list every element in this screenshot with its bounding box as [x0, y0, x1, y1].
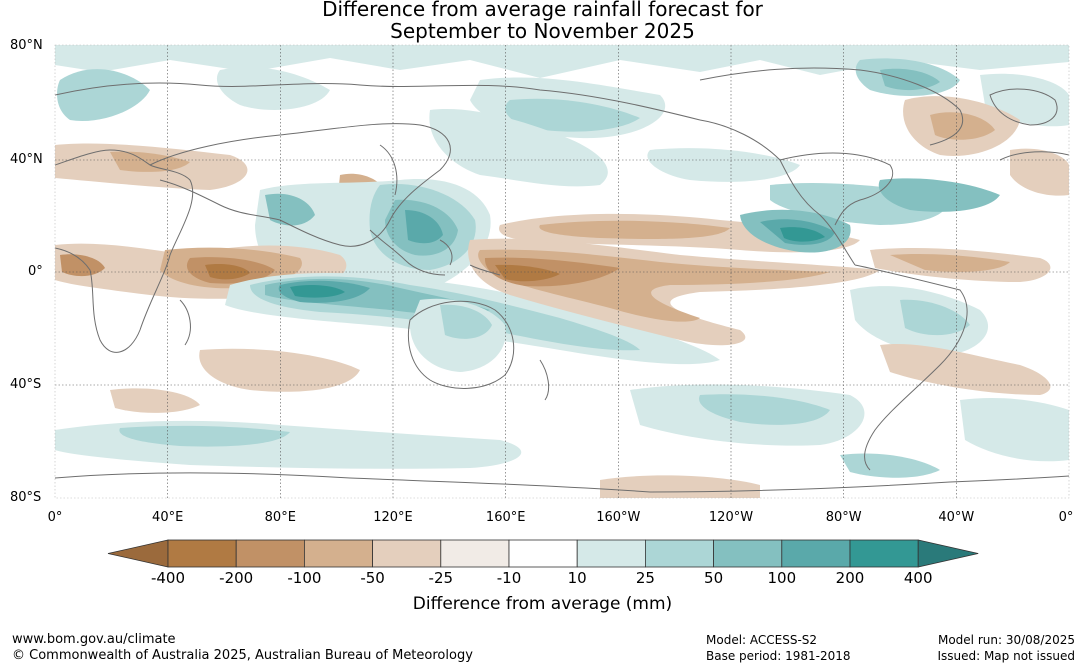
x-label-160w: 160°W — [596, 510, 641, 525]
map-area — [55, 45, 1069, 498]
colorbar-segment — [576, 539, 646, 568]
base-period: Base period: 1981-2018 — [706, 649, 851, 663]
colorbar-extend-high — [917, 539, 979, 568]
colorbar-tick-label: -25 — [428, 569, 454, 587]
south-america-atlantic — [850, 286, 1051, 395]
colorbar-tick-label: 200 — [835, 569, 865, 587]
map-frame — [54, 44, 1070, 499]
colorbar-segment — [235, 539, 305, 568]
colorbar-tick-label: 10 — [567, 569, 587, 587]
colorbar-segment — [713, 539, 783, 568]
map-title-line1: Difference from average rainfall forecas… — [322, 0, 763, 21]
colorbar-tick-label: -400 — [150, 569, 186, 587]
colorbar-tick-label: -200 — [219, 569, 254, 587]
y-label-40s: 40°S — [10, 377, 42, 392]
southern-dry-regions — [110, 348, 760, 498]
colorbar-tick-label: -10 — [496, 569, 522, 587]
colorbar-segment — [372, 539, 442, 568]
x-label-80w: 80°W — [825, 510, 862, 525]
website-link[interactable]: www.bom.gov.au/climate — [12, 632, 176, 647]
colorbar — [107, 539, 979, 568]
coastlines — [55, 67, 1069, 493]
x-label-120e: 120°E — [373, 510, 413, 525]
x-label-40w: 40°W — [938, 510, 975, 525]
y-label-40n: 40°N — [10, 152, 43, 167]
copyright-text: © Commonwealth of Australia 2025, Austra… — [12, 648, 473, 663]
colorbar-segment — [508, 539, 578, 568]
x-label-160e: 160°E — [485, 510, 526, 525]
colorbar-tick-label: 50 — [704, 569, 724, 587]
colorbar-extend-low — [107, 539, 169, 568]
east-pacific-wet — [740, 209, 851, 253]
y-label-80n: 80°N — [10, 38, 43, 53]
y-label-equator: 0° — [28, 264, 43, 279]
x-label-80e: 80°E — [264, 510, 296, 525]
issued-status: Issued: Map not issued — [937, 649, 1075, 663]
colorbar-tick-label: 25 — [635, 569, 655, 587]
colorbar-segment — [849, 539, 919, 568]
legend-title: Difference from average (mm) — [412, 594, 673, 614]
gridlines — [55, 45, 1069, 498]
x-label-40e: 40°E — [152, 510, 184, 525]
southern-ocean-wet — [55, 384, 1069, 478]
australia-region — [410, 298, 506, 372]
colorbar-segment — [645, 539, 715, 568]
x-label-0-left: 0° — [47, 510, 63, 525]
x-label-0-right: 0° — [1058, 510, 1074, 525]
model-name: Model: ACCESS-S2 — [706, 633, 818, 647]
map-title-line2: September to November 2025 — [390, 19, 695, 43]
x-label-120w: 120°W — [708, 510, 754, 525]
colorbar-segment — [303, 539, 373, 568]
model-run: Model run: 30/08/2025 — [937, 633, 1075, 647]
northern-wet-regions — [55, 45, 1069, 139]
colorbar-segment — [781, 539, 851, 568]
colorbar-tick-label: 100 — [767, 569, 797, 587]
colorbar-tick-label: -50 — [360, 569, 385, 587]
colorbar-tick-label: 400 — [903, 569, 933, 587]
y-label-80s: 80°S — [10, 490, 42, 505]
colorbar-tick-label: -100 — [287, 569, 322, 587]
colorbar-segment — [167, 539, 237, 568]
colorbar-segment — [440, 539, 510, 568]
